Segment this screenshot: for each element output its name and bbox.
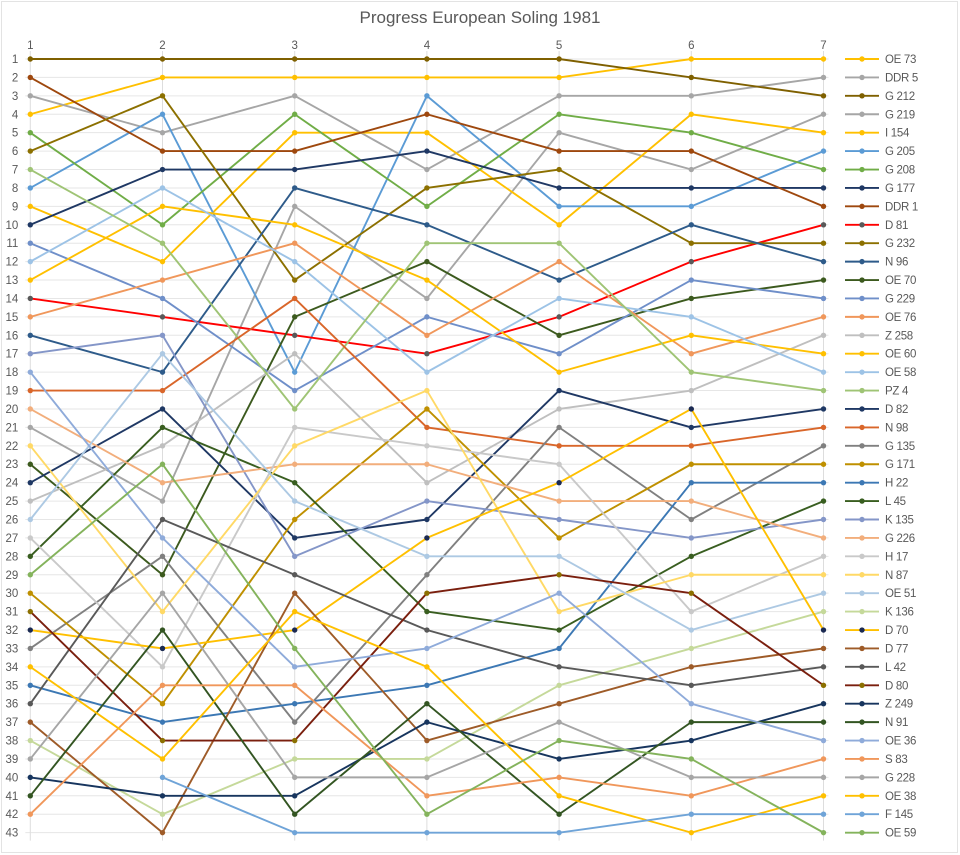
svg-text:PZ 4: PZ 4 (885, 386, 909, 398)
svg-text:3: 3 (12, 91, 18, 103)
svg-text:2: 2 (159, 40, 165, 52)
svg-text:20: 20 (6, 404, 19, 416)
svg-text:4: 4 (424, 40, 431, 52)
svg-text:26: 26 (6, 515, 19, 527)
svg-text:6: 6 (12, 146, 18, 158)
svg-text:OE 36: OE 36 (885, 736, 916, 748)
svg-text:38: 38 (6, 736, 19, 748)
svg-text:14: 14 (6, 293, 19, 305)
svg-text:OE 59: OE 59 (885, 828, 916, 840)
svg-text:24: 24 (6, 478, 19, 490)
svg-text:G 226: G 226 (885, 533, 915, 545)
svg-text:36: 36 (6, 699, 19, 711)
svg-text:L 45: L 45 (885, 496, 906, 508)
svg-text:25: 25 (6, 496, 19, 508)
svg-text:29: 29 (6, 570, 19, 582)
svg-text:5: 5 (12, 128, 18, 140)
svg-text:K 136: K 136 (885, 607, 914, 619)
svg-text:OE 58: OE 58 (885, 367, 916, 379)
svg-text:18: 18 (6, 367, 19, 379)
svg-text:OE 73: OE 73 (885, 54, 916, 66)
svg-text:G 171: G 171 (885, 459, 915, 471)
svg-text:H 17: H 17 (885, 551, 908, 563)
svg-text:Z 258: Z 258 (885, 330, 913, 342)
svg-text:31: 31 (6, 607, 19, 619)
svg-text:9: 9 (12, 201, 18, 213)
svg-text:39: 39 (6, 754, 19, 766)
svg-text:3: 3 (291, 40, 297, 52)
svg-text:G 212: G 212 (885, 91, 915, 103)
svg-text:21: 21 (6, 422, 19, 434)
svg-text:43: 43 (6, 828, 19, 840)
svg-text:17: 17 (6, 349, 19, 361)
svg-text:1: 1 (27, 40, 33, 52)
svg-text:19: 19 (6, 386, 19, 398)
svg-text:5: 5 (556, 40, 562, 52)
svg-text:30: 30 (6, 588, 19, 600)
svg-text:N 98: N 98 (885, 422, 908, 434)
svg-text:23: 23 (6, 459, 19, 471)
svg-text:OE 76: OE 76 (885, 312, 916, 324)
svg-text:13: 13 (6, 275, 19, 287)
svg-text:32: 32 (6, 625, 19, 637)
svg-text:OE 51: OE 51 (885, 588, 916, 600)
svg-text:D 70: D 70 (885, 625, 908, 637)
svg-text:27: 27 (6, 533, 19, 545)
svg-text:G 232: G 232 (885, 238, 915, 250)
svg-text:N 91: N 91 (885, 717, 908, 729)
svg-text:S 83: S 83 (885, 754, 907, 766)
svg-text:12: 12 (6, 257, 19, 269)
svg-text:7: 7 (820, 40, 826, 52)
svg-text:OE 70: OE 70 (885, 275, 916, 287)
svg-text:F 145: F 145 (885, 809, 913, 821)
svg-text:G 135: G 135 (885, 441, 915, 453)
svg-text:D 81: D 81 (885, 220, 908, 232)
svg-text:35: 35 (6, 680, 19, 692)
svg-text:16: 16 (6, 330, 19, 342)
svg-text:G 205: G 205 (885, 146, 915, 158)
svg-text:40: 40 (6, 772, 19, 784)
svg-text:DDR 5: DDR 5 (885, 72, 918, 84)
svg-text:11: 11 (6, 238, 18, 250)
svg-text:H 22: H 22 (885, 478, 908, 490)
svg-text:1: 1 (12, 54, 18, 66)
svg-text:37: 37 (6, 717, 19, 729)
svg-text:33: 33 (6, 643, 19, 655)
svg-text:D 82: D 82 (885, 404, 908, 416)
svg-text:8: 8 (12, 183, 18, 195)
svg-text:N 87: N 87 (885, 570, 908, 582)
svg-text:DDR 1: DDR 1 (885, 201, 918, 213)
svg-text:2: 2 (12, 72, 18, 84)
svg-text:OE 60: OE 60 (885, 349, 916, 361)
svg-text:22: 22 (6, 441, 19, 453)
svg-text:G 229: G 229 (885, 293, 915, 305)
svg-text:G 177: G 177 (885, 183, 915, 195)
svg-text:G 228: G 228 (885, 772, 915, 784)
svg-text:G 219: G 219 (885, 109, 915, 121)
svg-text:6: 6 (688, 40, 694, 52)
svg-text:D 80: D 80 (885, 680, 908, 692)
svg-text:OE 38: OE 38 (885, 791, 916, 803)
svg-text:D 77: D 77 (885, 643, 908, 655)
svg-text:7: 7 (12, 165, 18, 177)
svg-text:10: 10 (6, 220, 19, 232)
svg-text:41: 41 (6, 791, 19, 803)
svg-text:42: 42 (6, 809, 19, 821)
svg-text:28: 28 (6, 551, 19, 563)
svg-text:L 42: L 42 (885, 662, 906, 674)
svg-text:N 96: N 96 (885, 257, 908, 269)
svg-text:Z 249: Z 249 (885, 699, 913, 711)
svg-text:34: 34 (6, 662, 19, 674)
svg-text:15: 15 (6, 312, 19, 324)
svg-text:G 208: G 208 (885, 165, 915, 177)
svg-text:I 154: I 154 (885, 128, 910, 140)
svg-text:K 135: K 135 (885, 515, 914, 527)
svg-text:4: 4 (12, 109, 19, 121)
